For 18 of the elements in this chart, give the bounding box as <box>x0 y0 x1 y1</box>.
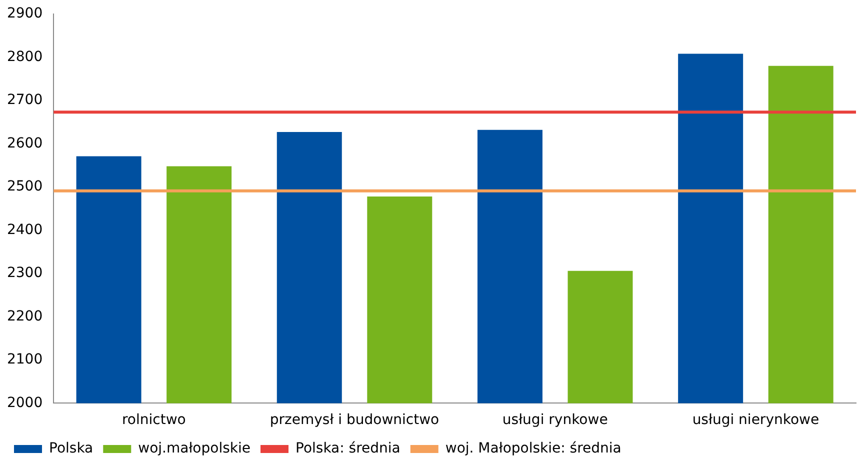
y-tick-label: 2800 <box>6 48 43 65</box>
y-tick-label: 2900 <box>6 6 43 22</box>
y-tick-label: 2300 <box>6 265 43 282</box>
x-tick-label: usługi rynkowe <box>502 412 608 428</box>
x-tick-label: usługi nierynkowe <box>692 412 820 428</box>
y-tick-label: 2500 <box>6 178 43 195</box>
y-tick-label: 2400 <box>6 222 43 238</box>
y-tick-label: 2600 <box>6 135 43 152</box>
x-tick-label: rolnictwo <box>122 412 186 428</box>
y-tick-label: 2700 <box>6 92 43 108</box>
y-tick-label: 2000 <box>6 394 43 411</box>
y-tick-label: 2100 <box>6 352 43 368</box>
legend-label: woj.małopolskie <box>138 440 251 457</box>
y-tick-label: 2200 <box>6 308 43 324</box>
legend-label: Polska: średnia <box>295 440 400 457</box>
x-tick-label: przemysł i budownictwo <box>270 412 440 428</box>
legend-label: Polska <box>49 440 94 457</box>
legend-label: woj. Małopolskie: średnia <box>445 440 622 457</box>
